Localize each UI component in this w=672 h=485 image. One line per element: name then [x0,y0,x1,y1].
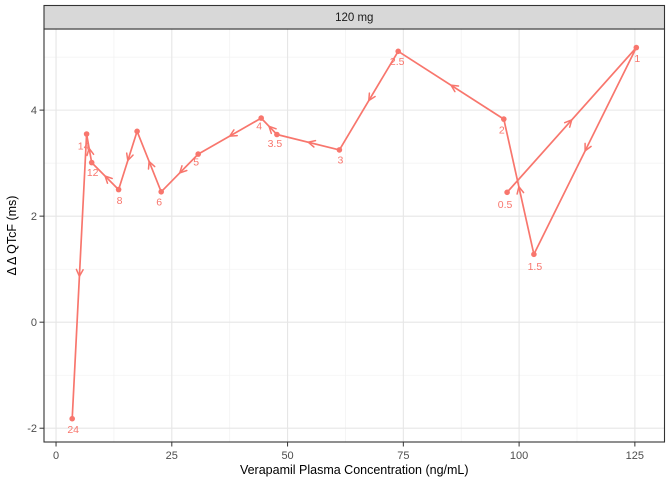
direction-arrowhead [584,142,592,153]
data-point [274,131,280,138]
direction-arrowhead [306,139,317,148]
direction-arrowhead [367,92,376,103]
data-point [88,159,95,166]
data-point [83,131,90,137]
x-tick-label: 25 [166,450,178,462]
point-time-label: 2.5 [390,56,405,68]
data-point [69,415,75,422]
point-time-label: 3.5 [268,138,283,150]
y-tick-label: 2 [31,211,37,223]
data-point [504,189,510,196]
data-point [258,115,265,121]
point-time-label: 3 [337,154,343,166]
facet-strip-label: 120 mg [335,12,373,24]
direction-arrowhead [563,118,573,128]
direction-arrowhead [147,159,156,170]
point-time-label: 8 [117,195,123,207]
data-point [633,44,640,51]
data-point [501,116,507,122]
data-point [195,151,201,157]
point-time-label: 1 [634,53,640,65]
direction-arrowhead [516,185,525,195]
point-time-label: 2 [499,125,505,137]
direction-arrowhead [449,84,460,93]
y-tick-label: 0 [31,317,37,329]
point-time-label: 12 [87,167,99,179]
y-tick-label: 4 [31,105,37,117]
direction-arrowhead [178,165,188,175]
point-time-label: 0.5 [498,199,513,211]
direction-arrowhead [75,268,84,278]
direction-arrowhead [267,125,277,135]
direction-arrowhead [103,174,113,184]
x-tick-label: 50 [281,450,293,462]
gridlines-layer [44,29,665,442]
series-layer: 0.5 1 1.5 2 2.5 3 3.5 4 5 6 8 12 14 24 [67,44,640,436]
point-time-label: 6 [156,196,162,208]
point-time-label: 24 [67,424,79,436]
point-time-label: 14 [78,141,90,153]
x-tick-label: 75 [397,450,409,462]
x-tick-label: 125 [626,450,644,462]
point-time-label: 1.5 [528,261,543,273]
direction-arrowhead [125,152,134,163]
x-tick-label: 100 [510,450,528,462]
x-axis-title: Verapamil Plasma Concentration (ng/mL) [240,463,469,477]
point-time-label: 4 [256,121,262,133]
facet-strip [43,4,666,30]
y-tick-label: -2 [27,423,37,435]
data-point [531,251,537,258]
x-tick-label: 0 [53,450,59,462]
direction-arrowhead [86,146,95,157]
data-point [115,186,122,193]
point-time-label: 5 [193,157,199,169]
y-axis-title: Δ Δ QTcF (ms) [5,196,19,276]
data-point [134,128,140,135]
data-point [336,147,343,153]
direction-arrowhead [228,129,238,137]
data-point [395,48,402,55]
data-point [158,189,164,195]
